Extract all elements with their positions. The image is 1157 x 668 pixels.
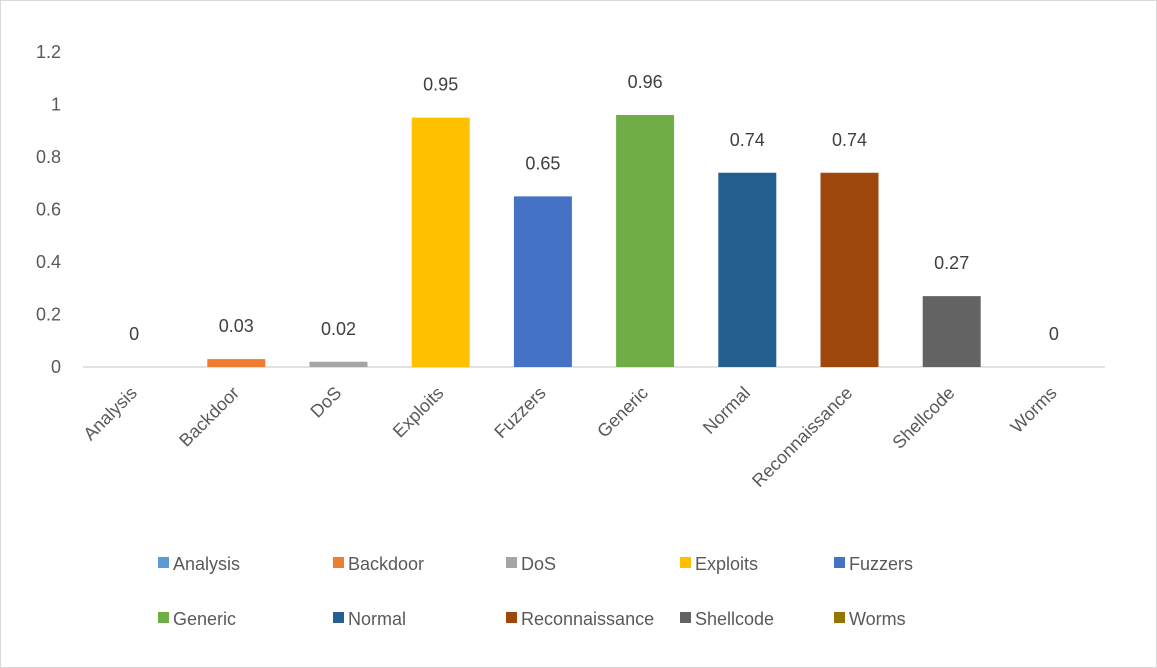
data-label-reconnaissance: 0.74	[832, 130, 867, 150]
data-label-backdoor: 0.03	[219, 316, 254, 336]
category-label-backdoor: Backdoor	[175, 383, 243, 451]
legend-item-exploits: Exploits	[680, 554, 758, 574]
legend-label: Normal	[348, 609, 406, 629]
legend-item-generic: Generic	[158, 609, 236, 629]
category-label-generic: Generic	[593, 383, 652, 442]
legend-swatch	[834, 557, 845, 568]
legend-item-dos: DoS	[506, 554, 556, 574]
legend-label: Analysis	[173, 554, 240, 574]
legend-label: Exploits	[695, 554, 758, 574]
legend-swatch	[834, 612, 845, 623]
category-label-worms: Worms	[1007, 383, 1061, 437]
bar-generic	[616, 115, 675, 367]
legend-label: Worms	[849, 609, 906, 629]
data-labels: 0 0.03 0.02 0.95 0.65 0.96 0.74 0.74 0.27 0	[129, 72, 1059, 344]
category-label-reconnaissance: Reconnaissance	[748, 383, 856, 491]
bars	[207, 115, 981, 367]
data-label-dos: 0.02	[321, 319, 356, 339]
legend-swatch	[158, 557, 169, 568]
legend-swatch	[333, 612, 344, 623]
bar-dos	[309, 361, 368, 367]
legend-item-backdoor: Backdoor	[333, 554, 424, 574]
bar-shellcode	[922, 296, 981, 367]
data-label-fuzzers: 0.65	[525, 153, 560, 173]
bar-fuzzers	[513, 196, 572, 367]
legend-item-normal: Normal	[333, 609, 406, 629]
category-label-exploits: Exploits	[389, 383, 448, 442]
legend-item-shellcode: Shellcode	[680, 609, 774, 629]
legend-swatch	[680, 557, 691, 568]
bar-exploits	[411, 117, 470, 367]
y-tick-label: 0	[51, 357, 61, 377]
y-axis-ticks: 0 0.2 0.4 0.6 0.8 1 1.2	[36, 42, 61, 377]
category-label-fuzzers: Fuzzers	[490, 383, 549, 442]
y-tick-label: 1.2	[36, 42, 61, 62]
legend-item-worms: Worms	[834, 609, 906, 629]
category-label-normal: Normal	[699, 383, 754, 438]
bar-backdoor	[207, 359, 266, 367]
y-tick-label: 0.2	[36, 305, 61, 325]
bar-normal	[718, 172, 777, 367]
legend-item-analysis: Analysis	[158, 554, 240, 574]
legend-item-fuzzers: Fuzzers	[834, 554, 913, 574]
data-label-exploits: 0.95	[423, 75, 458, 95]
legend-swatch	[506, 557, 517, 568]
y-tick-label: 0.4	[36, 252, 61, 272]
legend-label: Shellcode	[695, 609, 774, 629]
category-label-shellcode: Shellcode	[888, 383, 958, 453]
legend-label: Backdoor	[348, 554, 424, 574]
legend-label: DoS	[521, 554, 556, 574]
legend-swatch	[158, 612, 169, 623]
legend: Analysis Backdoor DoS Exploits Fuzzers Generi…	[158, 554, 913, 629]
y-tick-label: 1	[51, 95, 61, 115]
legend-item-reconnaissance: Reconnaissance	[506, 609, 654, 629]
data-label-normal: 0.74	[730, 130, 765, 150]
legend-label: Fuzzers	[849, 554, 913, 574]
data-label-shellcode: 0.27	[934, 253, 969, 273]
legend-label: Generic	[173, 609, 236, 629]
legend-swatch	[333, 557, 344, 568]
data-label-worms: 0	[1049, 324, 1059, 344]
bar-reconnaissance	[820, 172, 879, 367]
legend-swatch	[680, 612, 691, 623]
legend-swatch	[506, 612, 517, 623]
legend-label: Reconnaissance	[521, 609, 654, 629]
category-label-analysis: Analysis	[79, 383, 141, 445]
category-label-dos: DoS	[306, 383, 345, 422]
data-label-analysis: 0	[129, 324, 139, 344]
y-tick-label: 0.6	[36, 200, 61, 220]
y-tick-label: 0.8	[36, 147, 61, 167]
data-label-generic: 0.96	[628, 72, 663, 92]
category-labels: Analysis Backdoor DoS Exploits Fuzzers Generi…	[79, 383, 1060, 491]
